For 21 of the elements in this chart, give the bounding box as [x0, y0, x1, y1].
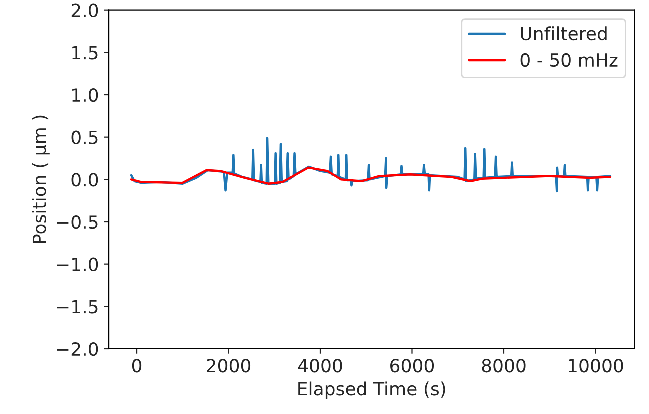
- y-tick-label: 1.0: [72, 88, 98, 102]
- x-tick-label: 0: [132, 359, 142, 373]
- y-axis-title: Position ( µm ): [32, 116, 50, 244]
- line-series: [130, 137, 612, 193]
- y-tick-label: −0.5: [57, 215, 98, 230]
- legend-label: Unfiltered: [521, 26, 607, 41]
- x-tick-label: 4000: [298, 359, 342, 373]
- y-tick-label: 1.5: [72, 46, 98, 60]
- x-tick-label: 10000: [568, 359, 624, 373]
- y-tick-label: 0.5: [72, 130, 98, 144]
- y-tick-label: 2.0: [72, 4, 98, 18]
- x-tick-label: 2000: [207, 359, 251, 373]
- x-tick-label: 6000: [390, 359, 434, 373]
- x-tick-label: 8000: [482, 359, 526, 373]
- legend-label: 0 - 50 mHz: [520, 53, 618, 68]
- x-axis-title: Elapsed Time (s): [298, 382, 446, 400]
- y-tick-label: −2.0: [57, 342, 98, 356]
- y-tick-label: 0.0: [72, 173, 98, 187]
- y-tick-label: −1.5: [57, 300, 98, 314]
- line-series: [130, 166, 612, 186]
- y-tick-label: −1.0: [57, 258, 98, 272]
